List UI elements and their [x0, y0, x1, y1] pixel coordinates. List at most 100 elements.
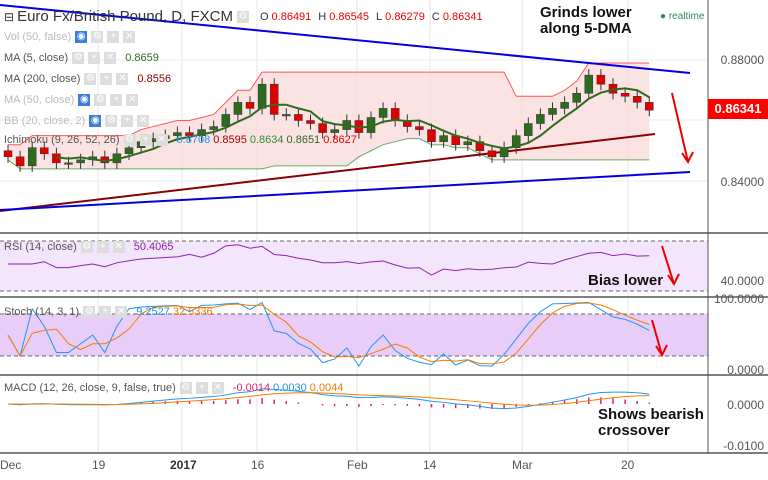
eye-icon[interactable]: ◉: [75, 31, 88, 43]
open-label: O: [259, 10, 269, 23]
candle: [560, 102, 569, 109]
time-tick: Mar: [512, 458, 533, 472]
close-icon[interactable]: ✕: [112, 241, 125, 253]
candle: [548, 108, 557, 115]
gear-icon[interactable]: ⚙: [179, 382, 192, 394]
plus-icon[interactable]: +: [96, 241, 109, 253]
legend-macd[interactable]: MACD (12, 26, close, 9, false, true) ⚙ + ✕ -…: [4, 382, 343, 394]
close-icon[interactable]: ✕: [137, 115, 150, 127]
ma5-line: [56, 87, 650, 163]
legend-value: 0.8556: [137, 73, 172, 85]
candle: [40, 147, 49, 155]
candle: [245, 102, 255, 109]
gear-icon[interactable]: ⚙: [91, 31, 104, 43]
candle: [173, 132, 182, 136]
close-value: 0.86341: [442, 10, 483, 23]
time-tick: 16: [251, 458, 265, 472]
candle: [463, 141, 473, 145]
legend-bb[interactable]: BB (20, close, 2) ◉ ⚙ + ✕: [4, 115, 150, 127]
gear-icon[interactable]: ⚙: [72, 52, 85, 64]
ma200-line: [0, 133, 656, 212]
gear-icon[interactable]: ⚙: [123, 134, 136, 146]
legend-label: Ichimoku (9, 26, 52, 26): [4, 134, 120, 146]
plus-icon[interactable]: +: [107, 31, 120, 43]
time-tick: 14: [423, 458, 437, 472]
gear-icon[interactable]: ⚙: [94, 94, 107, 106]
low-value: 0.86279: [385, 10, 425, 23]
plus-icon[interactable]: +: [139, 134, 152, 146]
plus-icon[interactable]: +: [99, 306, 112, 318]
gear-icon[interactable]: ⚙: [105, 115, 118, 127]
plus-icon[interactable]: +: [88, 52, 101, 64]
time-tick: Feb: [347, 458, 368, 472]
arrow-head: [667, 273, 680, 286]
candle: [185, 132, 194, 136]
candle: [439, 135, 448, 142]
legend-label: RSI (14, close): [4, 241, 77, 253]
plus-icon[interactable]: +: [110, 94, 123, 106]
legend-ma5[interactable]: MA (5, close) ⚙ + ✕ 0.8659: [4, 52, 159, 64]
time-tick: 20: [621, 458, 635, 472]
high-value: 0.86545: [329, 10, 370, 23]
arrow-head: [681, 151, 694, 164]
eye-icon[interactable]: ◉: [89, 115, 102, 127]
legend-value: 9.2527: [136, 306, 170, 318]
close-icon[interactable]: ✕: [211, 382, 224, 394]
plus-icon[interactable]: +: [121, 115, 134, 127]
annotation-macd: Shows bearish crossover: [598, 407, 704, 439]
legend-rsi[interactable]: RSI (14, close) ⚙ + ✕ 50.4065: [4, 241, 174, 253]
price-tick: 0.88000: [720, 53, 764, 67]
close-icon[interactable]: ✕: [115, 306, 128, 318]
annotation-line: crossover: [598, 422, 670, 439]
stoch-tick: 0.0000: [727, 363, 764, 377]
candle: [427, 129, 436, 142]
collapse-icon[interactable]: ⊟: [4, 9, 15, 24]
legend-value: 0.8627: [323, 134, 357, 146]
candle: [511, 135, 521, 148]
candle: [596, 74, 606, 85]
close-icon[interactable]: ✕: [123, 31, 136, 43]
legend-stoch[interactable]: Stoch (14, 3, 1) ⚙ + ✕ 9.2527 32.5336: [4, 306, 213, 318]
legend-value: 32.5336: [172, 306, 213, 318]
legend-vol[interactable]: Vol (50, false) ◉ ⚙ + ✕: [4, 31, 136, 43]
legend-ichimoku[interactable]: Ichimoku (9, 26, 52, 26) ⚙ + ✕ 0.8708 0.8595…: [4, 134, 357, 146]
candle: [524, 123, 533, 136]
symbol-title[interactable]: ⊟ Euro Fx/British Pound, D, FXCM ⚙ O 0.86…: [4, 8, 483, 25]
legend-value: 0.8708: [176, 134, 211, 146]
macd-tick: -0.0100: [723, 439, 764, 453]
annotation-line: along 5-DMA: [540, 20, 632, 37]
stoch-k-line: [7, 301, 650, 368]
stoch-tick: 100.0000: [713, 292, 764, 306]
close-icon[interactable]: ✕: [104, 52, 117, 64]
rsi-tick: 40.0000: [720, 274, 764, 288]
legend-label: Vol (50, false): [4, 31, 72, 43]
plus-icon[interactable]: +: [195, 382, 208, 394]
close-icon[interactable]: ✕: [116, 73, 129, 85]
annotation-line: Shows bearish: [598, 406, 704, 423]
close-icon[interactable]: ✕: [126, 94, 139, 106]
high-label: H: [318, 10, 327, 23]
plus-icon[interactable]: +: [100, 73, 113, 85]
legend-value: 0.8659: [125, 52, 159, 64]
candle: [221, 114, 231, 127]
legend-value: 0.8634: [249, 134, 284, 146]
gear-icon[interactable]: ⚙: [80, 241, 93, 253]
price-tick: 0.84000: [720, 175, 764, 189]
candle: [209, 126, 218, 130]
candle: [282, 114, 291, 117]
close-icon[interactable]: ✕: [155, 134, 168, 146]
time-tick: Dec: [0, 458, 22, 472]
legend-ma50[interactable]: MA (50, close) ◉ ⚙ + ✕: [4, 94, 139, 106]
gear-icon[interactable]: ⚙: [84, 73, 97, 85]
stoch-d-line: [7, 302, 650, 365]
legend-label: MACD (12, 26, close, 9, false, true): [4, 382, 176, 394]
settings-icon[interactable]: ⚙: [236, 10, 249, 23]
support-trendline: [0, 171, 691, 211]
eye-icon[interactable]: ◉: [78, 94, 91, 106]
legend-ma200[interactable]: MA (200, close) ⚙ + ✕ 0.8556: [4, 73, 171, 85]
candle: [27, 147, 37, 167]
gear-icon[interactable]: ⚙: [83, 306, 96, 318]
rsi-line: [8, 244, 650, 276]
macd-signal-line: [7, 392, 650, 406]
legend-value: 0.8651: [286, 134, 321, 146]
